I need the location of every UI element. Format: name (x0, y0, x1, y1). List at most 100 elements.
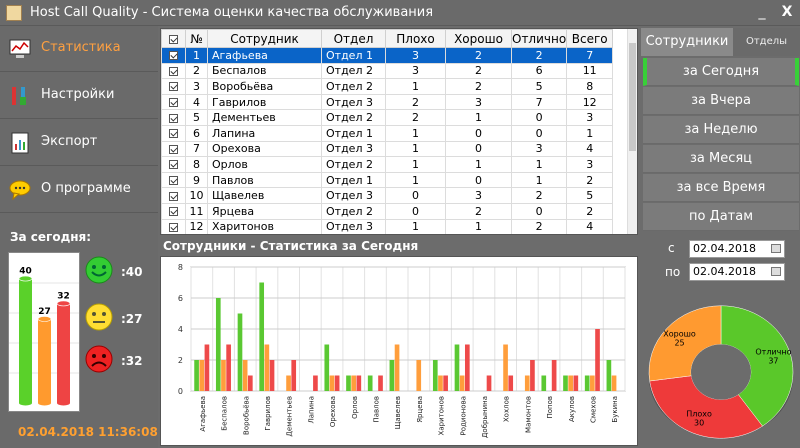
row-checkbox-cell[interactable] (161, 218, 186, 234)
table-cell: 9 (185, 171, 208, 189)
period-button[interactable]: за Сегодня (643, 58, 799, 86)
table-scrollbar[interactable] (627, 29, 637, 234)
select-all-checkbox[interactable] (161, 29, 186, 48)
row-checkbox[interactable] (169, 191, 178, 201)
row-checkbox[interactable] (169, 113, 178, 123)
chart-bar (524, 375, 530, 391)
tab-employees[interactable]: Сотрудники (641, 28, 733, 56)
row-checkbox-cell[interactable] (161, 109, 186, 126)
chart-bar (503, 344, 508, 391)
row-checkbox[interactable] (169, 51, 178, 61)
x-tick-label: Родионова (459, 396, 467, 435)
sidebar: Статистика Настройки Экспорт О программе… (0, 26, 158, 448)
row-checkbox-cell[interactable] (161, 156, 186, 173)
checkbox[interactable] (169, 34, 178, 44)
table-cell: 3 (445, 93, 512, 111)
column-header[interactable]: Отлично (510, 29, 568, 48)
column-header[interactable]: Хорошо (445, 29, 512, 48)
row-checkbox[interactable] (169, 98, 178, 108)
table-cell: Харитонов (207, 218, 322, 234)
table-cell: 2 (185, 62, 208, 80)
to-date-picker[interactable]: 02.04.2018 (689, 263, 785, 281)
row-checkbox[interactable] (169, 82, 178, 92)
tab-departments[interactable]: Отделы (733, 28, 800, 56)
table-cell: 2 (385, 109, 446, 126)
table-cell: 1 (385, 218, 446, 234)
period-button[interactable]: по Датам (643, 203, 799, 231)
minimize-button[interactable]: _ (758, 4, 766, 20)
row-checkbox[interactable] (169, 66, 178, 76)
y-tick-label: 6 (178, 294, 183, 303)
row-checkbox-cell[interactable] (161, 124, 186, 142)
nav-export[interactable]: Экспорт (0, 120, 158, 166)
table-cell: 3 (566, 156, 614, 173)
table-cell: 2 (445, 78, 512, 95)
today-label: За сегодня: (10, 230, 92, 244)
nav-statistics[interactable]: Статистика (0, 26, 158, 72)
table-row[interactable]: 2 Беспалов Отдел 2 3 2 6 11 (161, 62, 614, 80)
row-checkbox[interactable] (169, 222, 178, 232)
period-button[interactable]: за все Время (643, 174, 799, 202)
row-checkbox-cell[interactable] (161, 202, 186, 220)
row-checkbox-cell[interactable] (161, 62, 186, 80)
period-button[interactable]: за Вчера (643, 87, 799, 115)
row-checkbox[interactable] (169, 176, 178, 186)
happy-face-icon (85, 256, 113, 284)
table-cell: 0 (385, 187, 446, 204)
app-icon (6, 5, 22, 21)
column-header[interactable]: Отдел (321, 29, 386, 48)
table-row[interactable]: 4 Гаврилов Отдел 3 2 3 7 12 (161, 93, 614, 111)
row-checkbox-cell[interactable] (161, 140, 186, 158)
table-cell: Дементьев (207, 109, 322, 126)
row-checkbox[interactable] (169, 207, 178, 217)
mini-bar-value: 40 (19, 267, 32, 277)
mini-bar-value: 27 (38, 307, 51, 317)
chart-bar (389, 360, 395, 391)
row-checkbox-cell[interactable] (161, 78, 186, 95)
row-checkbox[interactable] (169, 144, 178, 154)
scrollbar-thumb[interactable] (629, 43, 636, 151)
row-checkbox-cell[interactable] (161, 187, 186, 204)
column-header[interactable]: Сотрудник (207, 29, 322, 48)
table-cell: Ярцева (207, 202, 322, 220)
column-header[interactable]: Плохо (385, 29, 446, 48)
chart-bar (530, 360, 535, 391)
nav-about[interactable]: О программе (0, 167, 158, 213)
table-cell: 12 (185, 218, 208, 234)
row-checkbox-cell[interactable] (161, 171, 186, 189)
table-cell: Отдел 3 (321, 187, 386, 204)
table-cell: 7 (510, 93, 568, 111)
column-header[interactable]: № (185, 29, 208, 48)
row-checkbox-cell[interactable] (161, 93, 186, 111)
calendar-icon[interactable] (771, 244, 781, 253)
y-tick-label: 2 (178, 356, 183, 365)
period-button[interactable]: за Неделю (643, 116, 799, 144)
close-button[interactable]: X (781, 4, 793, 20)
table-cell: Воробьёва (207, 78, 322, 95)
mini-bar (18, 275, 33, 406)
row-checkbox[interactable] (169, 160, 178, 170)
from-date-picker[interactable]: 02.04.2018 (689, 240, 785, 258)
row-checkbox[interactable] (169, 129, 178, 139)
to-label: по (665, 265, 681, 279)
table-header: № Сотрудник Отдел Плохо Хорошо Отлично Всего (161, 29, 614, 48)
period-button[interactable]: за Месяц (643, 145, 799, 173)
nav-settings[interactable]: Настройки (0, 73, 158, 119)
calendar-icon[interactable] (771, 267, 781, 276)
happy-count: :40 (121, 265, 143, 279)
chart-bar (606, 360, 612, 391)
table-cell: 1 (566, 124, 614, 142)
row-checkbox-cell[interactable] (161, 47, 186, 64)
today-mini-chart: 40 27 32 (8, 252, 80, 412)
column-header[interactable]: Всего (566, 29, 614, 48)
